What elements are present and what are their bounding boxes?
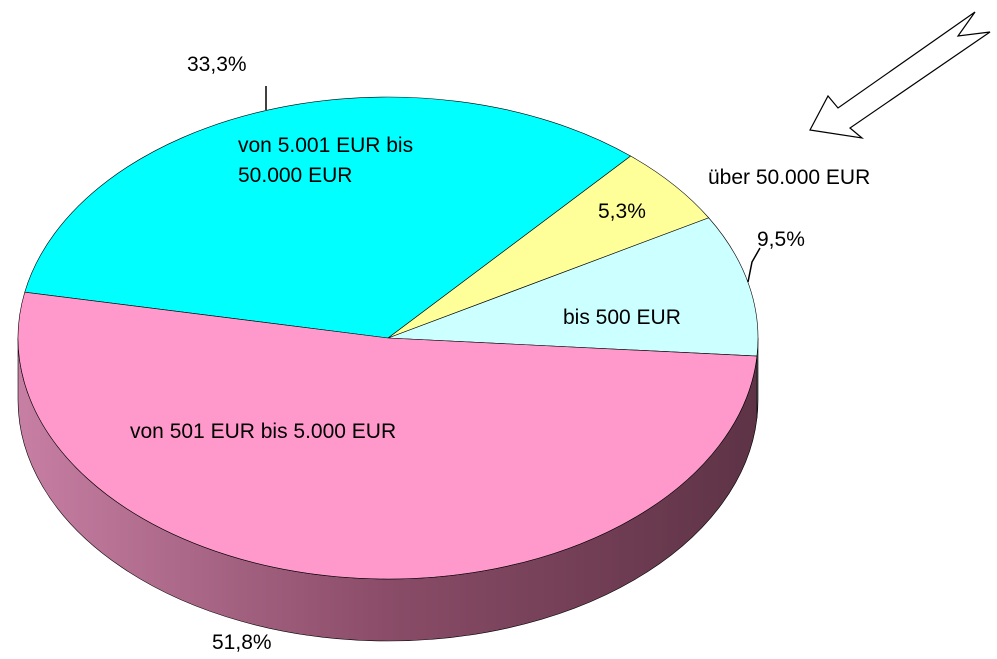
slice [24, 96, 632, 339]
pie-tops [17, 96, 759, 580]
data-label: 33,3% [187, 53, 247, 76]
data-label: 9,5% [757, 228, 805, 251]
data-label: 5,3% [598, 200, 646, 223]
slice [387, 217, 759, 357]
category-label: von 501 EUR bis 5.000 EUR [130, 420, 397, 443]
category-label: über 50.000 EUR [708, 166, 871, 189]
category-label: von 5.001 EUR bis 50.000 EUR [238, 134, 414, 187]
leader-line [747, 247, 761, 283]
arrow [809, 11, 991, 139]
category-label: bis 500 EUR [563, 306, 681, 329]
data-label: 51,8% [212, 631, 272, 654]
slice [17, 291, 758, 580]
